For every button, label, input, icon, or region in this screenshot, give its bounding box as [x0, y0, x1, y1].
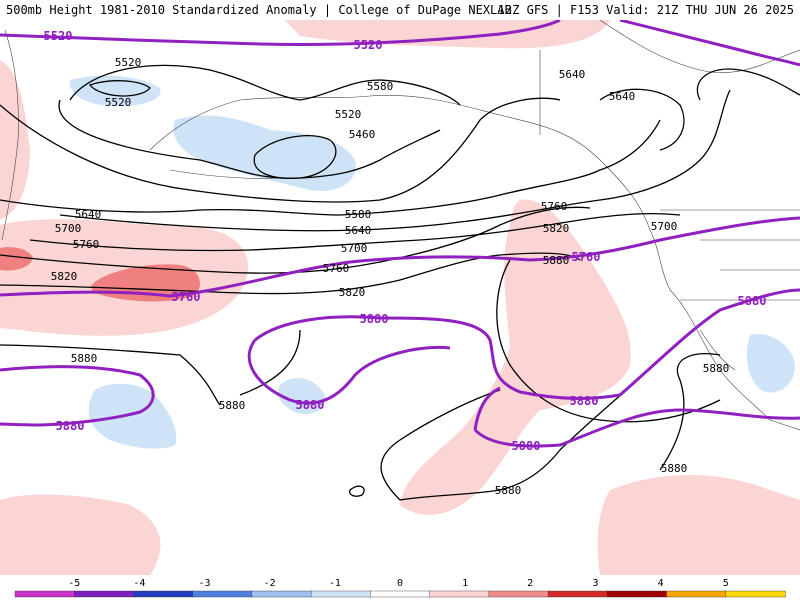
- negative-anomaly-area: [278, 377, 326, 415]
- positive-anomaly-area: [285, 20, 610, 49]
- color-scale-tick-label: 5: [723, 578, 729, 589]
- contour-label: 5760: [172, 290, 201, 304]
- color-scale-swatch: [429, 590, 490, 598]
- contour-label: 5880: [703, 362, 730, 375]
- color-scale-tick-label: 3: [592, 578, 598, 589]
- positive-anomaly-area: [0, 60, 30, 220]
- contour-label: 5880: [219, 399, 246, 412]
- contour-label: 5640: [75, 208, 102, 221]
- contour-label: 5580: [345, 208, 372, 221]
- height-contour-labels: 5520 5580 5520 5460 5520 5580 5640 5700 …: [51, 56, 730, 497]
- contour-label: 5520: [105, 96, 132, 109]
- anomaly-map: 5520 5580 5520 5460 5520 5580 5640 5700 …: [0, 20, 800, 575]
- contour-label: 5640: [609, 90, 636, 103]
- color-scale-swatch: [370, 590, 431, 598]
- contour-label: 5520: [44, 29, 73, 43]
- color-scale-swatch: [133, 590, 194, 598]
- contour-label: 5880: [570, 394, 599, 408]
- color-scale-swatch: [488, 590, 549, 598]
- color-scale-swatch: [310, 590, 372, 598]
- color-scale-swatches: [14, 590, 786, 598]
- contour-label: 5640: [559, 68, 586, 81]
- color-scale-ticks: -5 -4 -3 -2 -1 0 1 2 3 4 5: [68, 578, 729, 589]
- contour-label: 5520: [335, 108, 362, 121]
- color-scale-tick-label: -5: [68, 578, 80, 589]
- contour-label: 5880: [71, 352, 98, 365]
- color-scale-swatch: [74, 590, 135, 598]
- color-scale-swatch: [14, 590, 75, 598]
- contour-label: 5580: [367, 80, 394, 93]
- climatology-contours: [0, 20, 800, 448]
- contour-label: 5640: [345, 224, 372, 237]
- contour-label: 5880: [512, 439, 541, 453]
- negative-anomaly-area: [173, 115, 356, 191]
- color-scale-swatch: [607, 590, 668, 598]
- contour-label: 5760: [73, 238, 100, 251]
- contour-label: 5520: [115, 56, 142, 69]
- contour-label: 5820: [543, 222, 570, 235]
- color-scale-swatch: [725, 590, 786, 598]
- color-scale-tick-label: -4: [133, 578, 145, 589]
- color-scale-tick-label: 0: [397, 578, 403, 589]
- contour-label: 5760: [541, 200, 568, 213]
- color-scale-swatch: [251, 590, 312, 598]
- contour-label: 5880: [738, 294, 767, 308]
- color-scale-swatch: [666, 590, 727, 598]
- color-scale-bar: -5 -4 -3 -2 -1 0 1 2 3 4 5: [14, 578, 786, 598]
- color-scale-swatch: [547, 590, 609, 598]
- anomaly-shading: [0, 20, 800, 575]
- contour-label: 5880: [543, 254, 570, 267]
- contour-label: 5820: [51, 270, 78, 283]
- negative-anomaly-area: [88, 383, 177, 449]
- contour-label: 5760: [572, 250, 601, 264]
- extra-contour-label: 5880: [738, 294, 767, 308]
- coastlines: [1, 20, 800, 431]
- contour-label: 5880: [360, 312, 389, 326]
- positive-anomaly-area: [0, 494, 161, 575]
- contour-label: 5460: [349, 128, 376, 141]
- negative-anomaly-area: [746, 334, 795, 393]
- positive-anomaly-area: [400, 199, 631, 515]
- color-scale-tick-label: -1: [329, 578, 341, 589]
- contour-label: 5520: [354, 38, 383, 52]
- color-scale-tick-label: -2: [264, 578, 276, 589]
- color-scale-swatch: [192, 590, 253, 598]
- contour-label: 5880: [661, 462, 688, 475]
- color-scale-tick-label: -3: [199, 578, 211, 589]
- contour-label: 5820: [339, 286, 366, 299]
- map-header: 500mb Height 1981-2010 Standardized Anom…: [0, 0, 800, 20]
- contour-label: 5700: [341, 242, 368, 255]
- run-info: 12Z GFS | F153 Valid: 21Z THU JUN 26 202…: [497, 3, 794, 17]
- contour-label: 5700: [651, 220, 678, 233]
- contour-label: 5760: [323, 262, 350, 275]
- map-title: 500mb Height 1981-2010 Standardized Anom…: [6, 3, 512, 17]
- strong-positive-anomaly-area: [0, 247, 33, 271]
- contour-label: 5880: [56, 419, 85, 433]
- contour-label: 5880: [495, 484, 522, 497]
- contour-label: 5880: [296, 398, 325, 412]
- color-scale-tick-label: 1: [462, 578, 468, 589]
- color-scale-tick-label: 4: [658, 578, 664, 589]
- color-scale-tick-label: 2: [527, 578, 533, 589]
- climatology-contour-labels: 5520 5520 5760 5880 5880 5880 5760 5880 …: [44, 29, 601, 453]
- positive-anomaly-area: [597, 475, 800, 575]
- contour-label: 5700: [55, 222, 82, 235]
